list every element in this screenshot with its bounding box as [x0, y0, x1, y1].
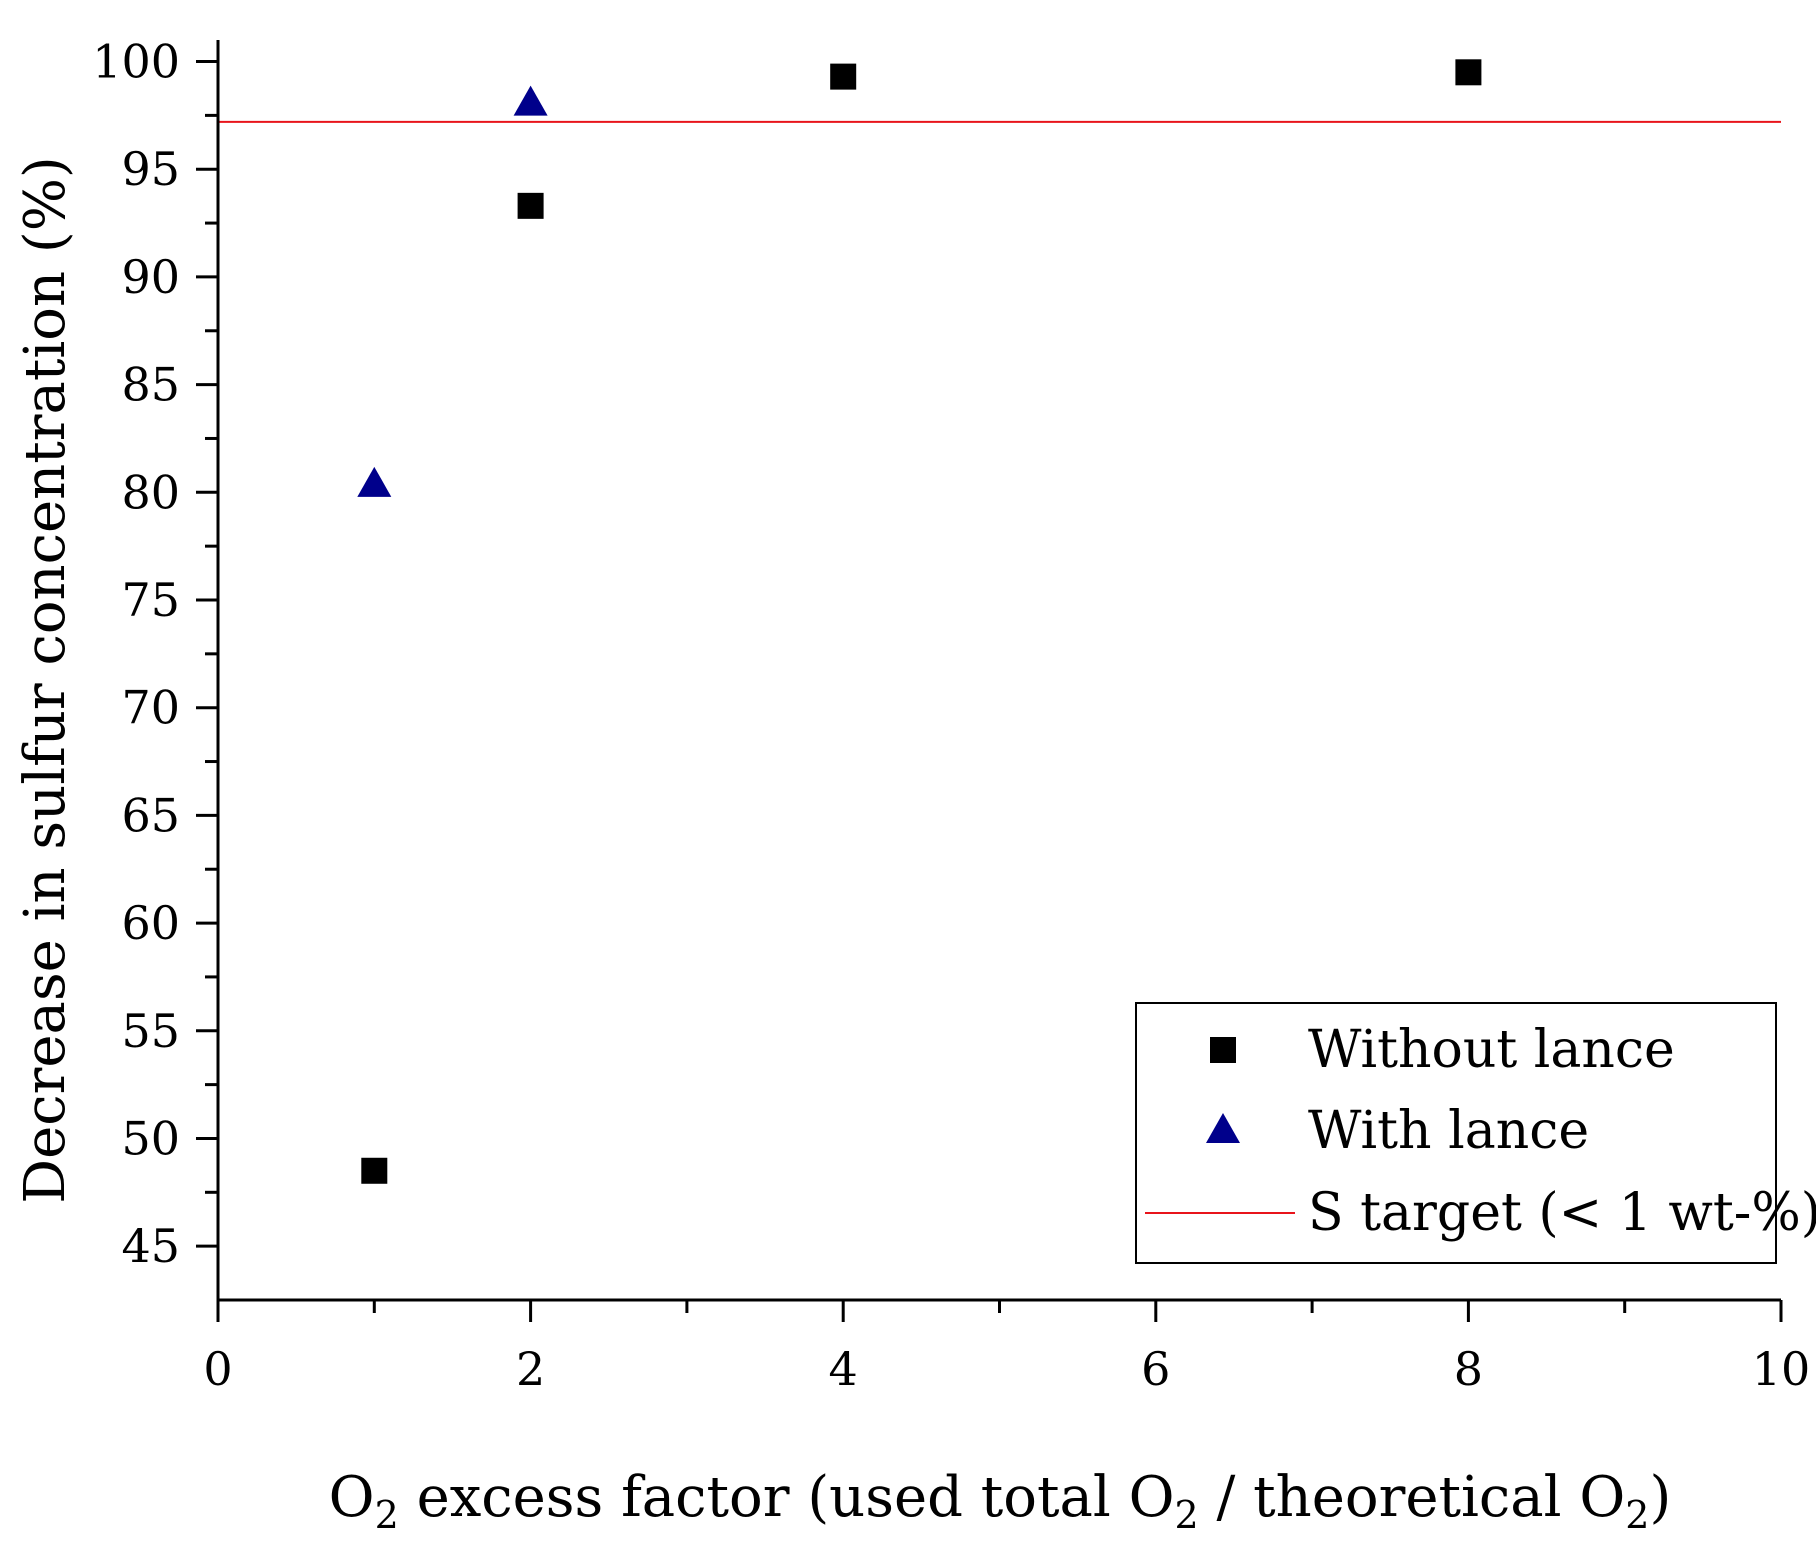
- data-point-triangle: [357, 466, 392, 497]
- legend-marker-square: [1210, 1037, 1236, 1063]
- y-tick-label: 90: [121, 250, 180, 304]
- legend-label-without-lance: Without lance: [1308, 1020, 1675, 1080]
- y-axis-label: Decrease in sulfur concentration (%): [13, 156, 78, 1204]
- y-tick-label: 70: [121, 681, 180, 735]
- data-point-square: [830, 63, 857, 90]
- legend-label-with-lance: With lance: [1308, 1101, 1589, 1161]
- x-tick-label: 0: [203, 1342, 232, 1396]
- x-axis-label: O2 excess factor (used total O2 / theore…: [329, 1465, 1672, 1537]
- ticks: 0 2 4 6 8 10 45 50 55 60 65 70 75 80 85 90 95 100: [92, 35, 1810, 1396]
- x-tick-label: 10: [1752, 1342, 1811, 1396]
- data-point-square: [361, 1157, 388, 1184]
- y-tick-label: 100: [92, 35, 180, 89]
- y-tick-label: 80: [121, 465, 180, 519]
- y-tick-label: 75: [121, 573, 180, 627]
- legend-box: [1135, 1002, 1777, 1264]
- y-tick-label: 50: [121, 1111, 180, 1165]
- x-tick-label: 8: [1454, 1342, 1483, 1396]
- legend-label-s-target: S target (< 1 wt-%): [1308, 1183, 1816, 1243]
- y-tick-label: 85: [121, 358, 180, 412]
- data-point-square: [517, 192, 544, 219]
- data-markers: [357, 59, 1482, 1184]
- y-tick-label: 55: [121, 1004, 180, 1058]
- y-tick-label: 95: [121, 142, 180, 196]
- legend-marker-triangle: [1206, 1113, 1240, 1143]
- x-tick-label: 2: [516, 1342, 545, 1396]
- x-tick-label: 6: [1141, 1342, 1170, 1396]
- data-point-square: [1455, 59, 1482, 86]
- legend: Without lance With lance S target (< 1 w…: [1135, 1002, 1816, 1264]
- x-tick-label: 4: [829, 1342, 858, 1396]
- y-tick-label: 65: [121, 788, 180, 842]
- data-point-triangle: [513, 85, 548, 116]
- y-tick-label: 45: [121, 1219, 180, 1273]
- y-tick-label: 60: [121, 896, 180, 950]
